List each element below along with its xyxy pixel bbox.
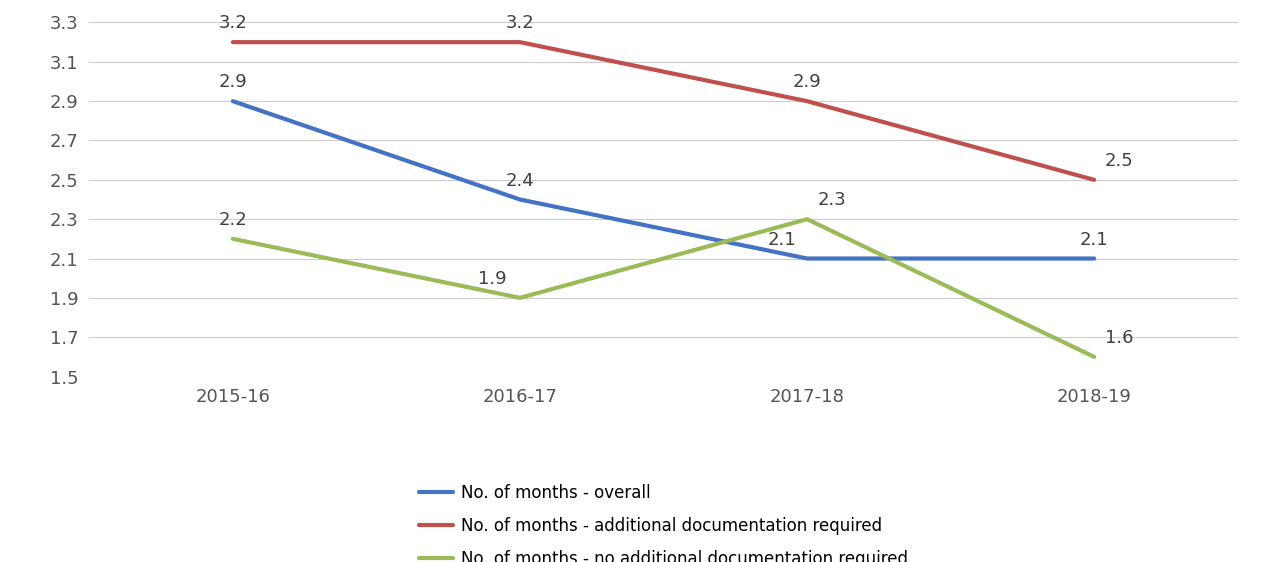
Line: No. of months - overall: No. of months - overall xyxy=(232,101,1095,259)
No. of months - no additional documentation required xyxy=(225,235,240,242)
Text: 2.1: 2.1 xyxy=(768,231,796,249)
No. of months - no additional documentation required xyxy=(799,216,815,223)
No. of months - additional documentation required xyxy=(799,98,815,105)
Text: 2.1: 2.1 xyxy=(1079,231,1109,249)
Text: 3.2: 3.2 xyxy=(218,15,248,33)
Text: 2.4: 2.4 xyxy=(505,172,535,190)
Text: 2.9: 2.9 xyxy=(792,74,822,92)
No. of months - additional documentation required xyxy=(225,39,240,46)
Text: 2.9: 2.9 xyxy=(218,74,248,92)
No. of months - no additional documentation required xyxy=(513,294,528,301)
No. of months - overall xyxy=(1087,255,1102,262)
No. of months - overall xyxy=(513,196,528,203)
Legend: No. of months - overall, No. of months - additional documentation required, No. : No. of months - overall, No. of months -… xyxy=(420,484,907,562)
No. of months - additional documentation required xyxy=(513,39,528,46)
No. of months - additional documentation required xyxy=(1087,176,1102,183)
Text: 3.2: 3.2 xyxy=(505,15,535,33)
Text: 2.3: 2.3 xyxy=(818,192,846,210)
Line: No. of months - additional documentation required: No. of months - additional documentation… xyxy=(232,42,1095,180)
No. of months - overall xyxy=(225,98,240,105)
Text: 1.6: 1.6 xyxy=(1105,329,1133,347)
Line: No. of months - no additional documentation required: No. of months - no additional documentat… xyxy=(232,219,1095,357)
Text: 2.5: 2.5 xyxy=(1105,152,1133,170)
No. of months - no additional documentation required xyxy=(1087,353,1102,360)
Text: 2.2: 2.2 xyxy=(218,211,248,229)
No. of months - overall xyxy=(799,255,815,262)
Text: 1.9: 1.9 xyxy=(478,270,507,288)
